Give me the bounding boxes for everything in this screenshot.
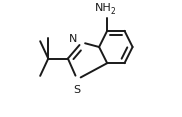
Text: S: S	[74, 85, 81, 95]
Text: NH: NH	[95, 4, 112, 13]
Text: 2: 2	[110, 7, 115, 16]
Text: N: N	[69, 34, 77, 44]
